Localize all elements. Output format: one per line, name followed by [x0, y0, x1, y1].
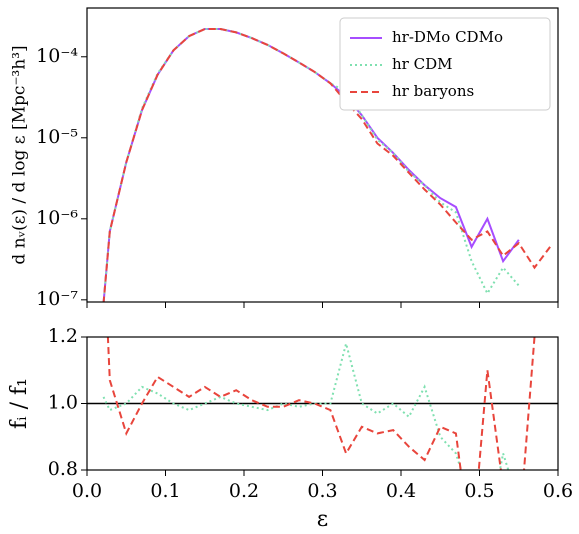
x-tick-label: 0.6 — [543, 480, 573, 502]
plot-area — [87, 337, 558, 470]
series-line — [102, 28, 551, 302]
x-tick-label: 0.0 — [72, 480, 102, 502]
legend-label: hr CDM — [392, 55, 452, 73]
y-tick-label: 10⁻⁵ — [36, 126, 78, 148]
x-axis-label: ε — [317, 507, 328, 532]
legend-label: hr baryons — [392, 82, 474, 100]
y-tick-label: 0.8 — [48, 458, 78, 480]
legend-label: hr-DMo CDMo — [392, 28, 503, 46]
series-line — [106, 337, 536, 470]
x-tick-label: 0.2 — [229, 480, 259, 502]
y-tick-label: 10⁻⁷ — [36, 288, 78, 310]
axes-frame — [86, 336, 559, 471]
legend-box — [339, 17, 551, 111]
plot-area — [102, 28, 551, 302]
x-tick-label: 0.5 — [464, 480, 494, 502]
y-axis-label: fᵢ / f₁ — [7, 378, 32, 429]
y-tick-label: 1.0 — [48, 392, 78, 414]
y-tick-label: 10⁻⁶ — [36, 207, 78, 229]
axes-frame — [86, 7, 559, 303]
x-tick-label: 0.1 — [150, 480, 180, 502]
series-line — [102, 28, 520, 302]
series-line — [102, 339, 510, 470]
x-tick-label: 0.4 — [386, 480, 416, 502]
y-axis-label: d nᵥ(ε) / d log ε [Mpc⁻³h³] — [10, 45, 30, 264]
x-tick-label: 0.3 — [307, 480, 337, 502]
y-tick-label: 1.2 — [48, 325, 78, 347]
y-tick-label: 10⁻⁴ — [36, 45, 78, 67]
